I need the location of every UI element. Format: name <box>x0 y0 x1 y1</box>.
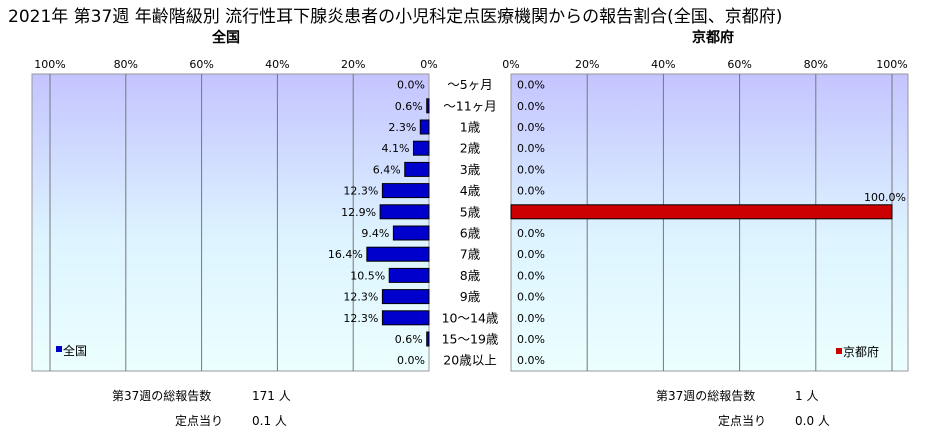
data-label-national: 0.6% <box>395 333 423 346</box>
legend-label-national: 全国 <box>63 343 87 358</box>
data-label-kyoto: 0.0% <box>517 354 545 367</box>
category-label: 6歳 <box>460 226 481 241</box>
data-label-kyoto: 0.0% <box>517 333 545 346</box>
bar-national <box>366 246 430 262</box>
data-label-national: 12.9% <box>341 206 376 219</box>
bar-national <box>419 119 430 135</box>
data-label-kyoto: 0.0% <box>517 312 545 325</box>
category-label: 3歳 <box>460 162 481 177</box>
data-label-kyoto: 0.0% <box>517 227 545 240</box>
plot-area-national <box>31 73 430 372</box>
bar-national <box>381 183 430 199</box>
data-label-kyoto: 0.0% <box>517 248 545 261</box>
national-total-value: 171 人 <box>252 389 291 403</box>
national-per-label: 定点当り <box>175 414 224 428</box>
bar-national <box>404 161 430 177</box>
tick-label-kyoto: 40% <box>651 58 675 71</box>
bar-national <box>426 331 430 347</box>
data-label-national: 16.4% <box>328 248 363 261</box>
tick-label-national: 40% <box>265 58 289 71</box>
data-label-national: 12.3% <box>343 185 378 198</box>
bar-national <box>381 310 430 326</box>
category-label: 7歳 <box>460 247 481 262</box>
legend-swatch-national <box>56 346 62 352</box>
bar-national <box>392 225 430 241</box>
category-label: ～5ヶ月 <box>447 77 492 92</box>
tick-label-kyoto: 0% <box>502 58 519 71</box>
bar-kyoto <box>510 204 893 220</box>
tick-label-national: 20% <box>341 58 365 71</box>
category-label: 10～14歳 <box>442 310 499 325</box>
data-label-national: 0.6% <box>395 100 423 113</box>
legend-label-kyoto: 京都府 <box>843 344 879 359</box>
data-label-national: 4.1% <box>382 142 410 155</box>
data-label-national: 2.3% <box>388 121 416 134</box>
data-label-kyoto: 0.0% <box>517 185 545 198</box>
category-label: 5歳 <box>460 204 481 219</box>
tick-label-national: 100% <box>34 58 65 71</box>
data-label-national: 10.5% <box>350 269 385 282</box>
bar-national <box>426 98 430 114</box>
kyoto-total-label: 第37週の総報告数 <box>656 389 756 403</box>
category-label: 15～19歳 <box>442 332 499 347</box>
kyoto-per-value: 0.0 人 <box>795 414 830 428</box>
data-label-kyoto: 0.0% <box>517 121 545 134</box>
data-label-kyoto: 0.0% <box>517 163 545 176</box>
data-label-kyoto: 0.0% <box>517 269 545 282</box>
category-label: 2歳 <box>460 141 481 156</box>
data-label-kyoto: 0.0% <box>517 291 545 304</box>
chart-title: 2021年 第37週 年齢階級別 流行性耳下腺炎患者の小児科定点医療機関からの報… <box>8 7 783 27</box>
tick-label-kyoto: 60% <box>727 58 751 71</box>
category-label: 1歳 <box>460 120 481 135</box>
category-label: 8歳 <box>460 268 481 283</box>
panel-title-national: 全国 <box>212 30 240 46</box>
category-label: 20歳以上 <box>443 353 496 368</box>
panel-title-kyoto: 京都府 <box>692 30 734 46</box>
tick-label-kyoto: 20% <box>575 58 599 71</box>
category-label: ～11ヶ月 <box>443 98 496 113</box>
data-label-national: 12.3% <box>343 291 378 304</box>
data-label-national: 0.0% <box>397 79 425 92</box>
tick-label-national: 0% <box>420 58 437 71</box>
category-label: 9歳 <box>460 289 481 304</box>
tick-label-kyoto: 100% <box>876 58 907 71</box>
data-label-kyoto: 0.0% <box>517 79 545 92</box>
kyoto-total-value: 1 人 <box>795 389 819 403</box>
category-label: 4歳 <box>460 183 481 198</box>
national-per-value: 0.1 人 <box>252 414 287 428</box>
bar-national <box>412 140 430 156</box>
tick-label-kyoto: 80% <box>804 58 828 71</box>
data-label-national: 9.4% <box>361 227 389 240</box>
data-label-national: 0.0% <box>397 354 425 367</box>
data-label-kyoto: 0.0% <box>517 100 545 113</box>
bar-national <box>388 267 430 283</box>
bar-national <box>379 204 430 220</box>
kyoto-per-label: 定点当り <box>718 414 767 428</box>
data-label-national: 12.3% <box>343 312 378 325</box>
tick-label-national: 60% <box>189 58 213 71</box>
legend-swatch-kyoto <box>836 348 842 354</box>
data-label-national: 6.4% <box>373 163 401 176</box>
data-label-kyoto: 100.0% <box>864 191 906 204</box>
data-label-kyoto: 0.0% <box>517 142 545 155</box>
tick-label-national: 80% <box>114 58 138 71</box>
bar-national <box>381 289 430 305</box>
plot-area-kyoto <box>510 73 909 372</box>
national-total-label: 第37週の総報告数 <box>112 389 212 403</box>
